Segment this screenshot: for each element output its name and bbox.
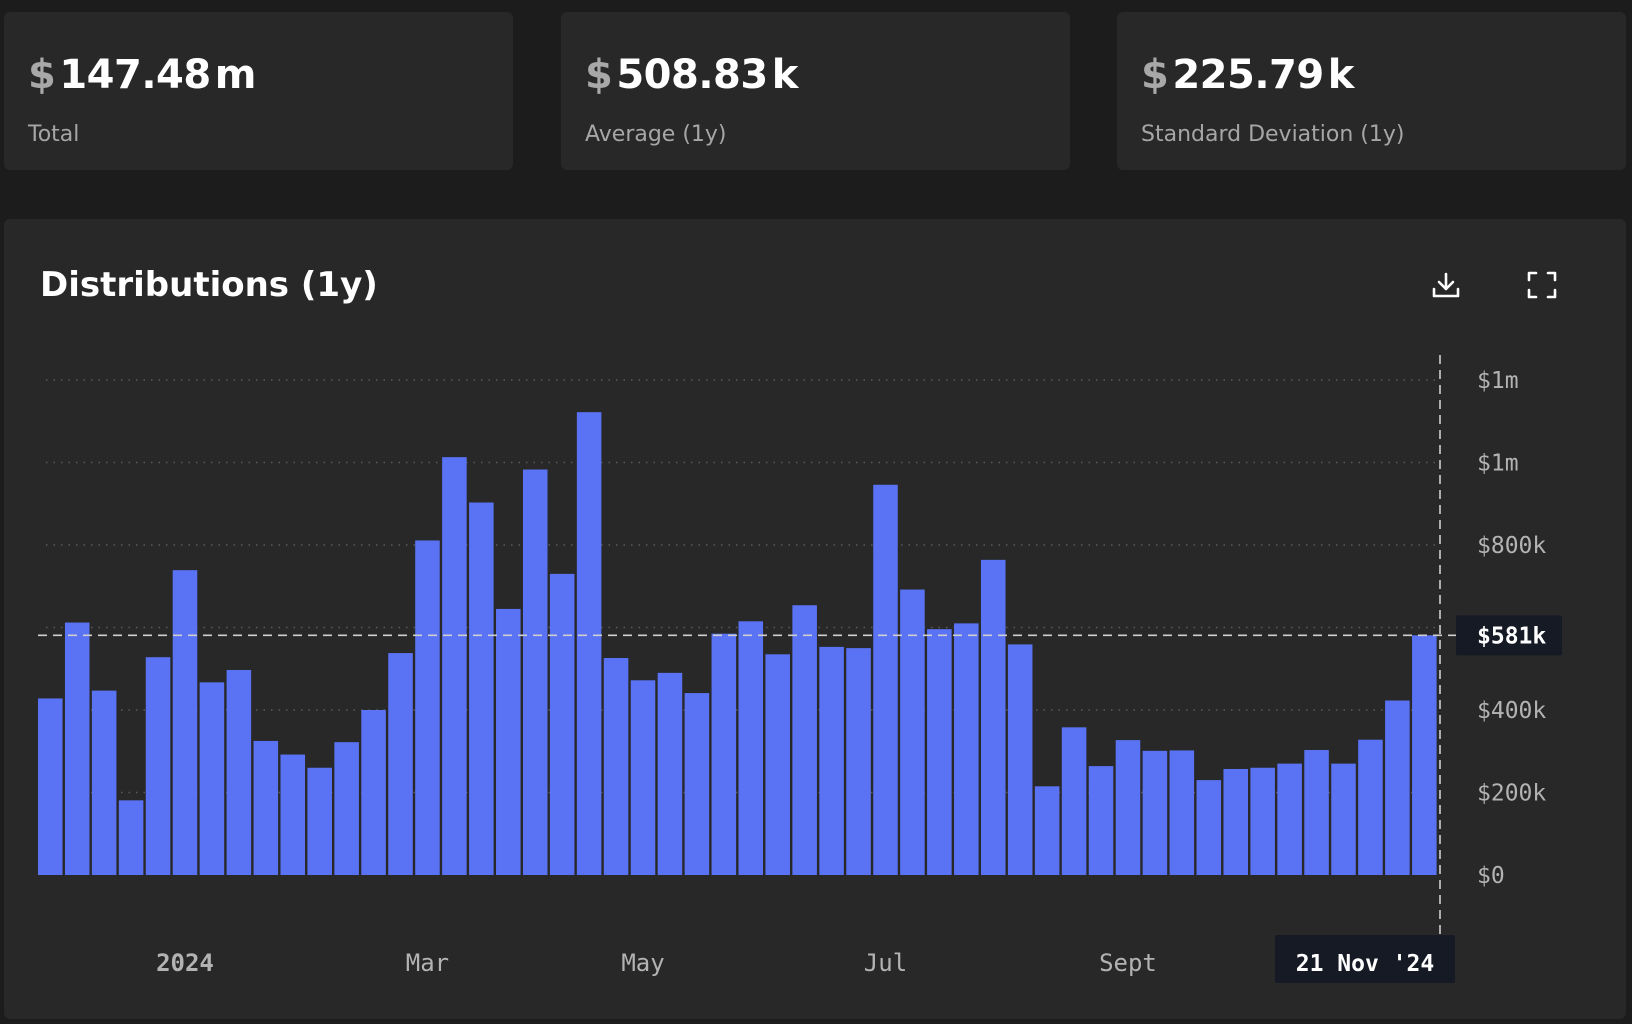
chart-card: Distributions (1y) $0 $200k $400k $800k $1m $… (4, 219, 1626, 1019)
bar (442, 457, 467, 875)
bar (522, 469, 548, 875)
stat-value-average: $508.83 k (585, 52, 798, 98)
bar (657, 672, 683, 875)
bar (792, 605, 817, 875)
x-tick-label: Jul (864, 949, 907, 977)
y-tick-label: $1m (1477, 451, 1519, 477)
y-tick-label: $400k (1477, 698, 1546, 724)
bar (1169, 750, 1195, 875)
bar (280, 754, 306, 875)
bar (954, 623, 979, 875)
bar (388, 653, 413, 875)
y-tick-label: $200k (1477, 781, 1546, 807)
bar (1385, 700, 1410, 875)
bar (576, 412, 602, 875)
fullscreen-icon (1527, 271, 1557, 299)
currency-symbol: $ (28, 52, 56, 98)
y-tick-label: $800k (1477, 533, 1546, 559)
bar (1250, 767, 1275, 875)
bar (118, 800, 144, 875)
distributions-bar-chart: $0 $200k $400k $800k $1m $1m $581k 2024 Mar May Ju… (38, 355, 1562, 983)
bar (91, 690, 117, 875)
stat-card-total: $147.48 m Total (4, 12, 513, 170)
cursor-date-label: 21 Nov '24 (1296, 951, 1434, 977)
bar (1358, 739, 1383, 875)
bar (1331, 763, 1356, 875)
bar (64, 622, 90, 875)
bar (900, 589, 925, 875)
bar (549, 573, 575, 875)
bar (1277, 763, 1302, 875)
x-tick-label: 2024 (156, 949, 214, 977)
stat-label-total: Total (28, 122, 80, 147)
bar (1034, 786, 1060, 875)
bar (415, 540, 440, 875)
bar (711, 633, 737, 875)
bar (738, 621, 764, 875)
bar (1223, 768, 1249, 875)
bar (1412, 635, 1437, 875)
bar (873, 484, 898, 875)
bar (469, 502, 494, 875)
stat-label-average: Average (1y) (585, 122, 727, 147)
fullscreen-button[interactable] (1522, 265, 1562, 305)
bar (226, 669, 252, 875)
cursor-date-label-bg (1275, 935, 1455, 983)
download-button[interactable] (1426, 265, 1466, 305)
bar (630, 680, 656, 875)
bar (361, 710, 386, 875)
bar (846, 648, 871, 875)
bar (1142, 750, 1168, 875)
x-tick-label: Mar (406, 949, 449, 977)
bar (1088, 766, 1114, 875)
bar (980, 559, 1006, 875)
stat-number: 225.79 (1172, 52, 1324, 98)
bar (253, 740, 279, 875)
stat-unit: m (214, 52, 257, 98)
stat-value-std-dev: $225.79 k (1141, 52, 1354, 98)
bar (1196, 780, 1222, 875)
bar (1115, 740, 1141, 875)
currency-symbol: $ (1141, 52, 1169, 98)
bar (172, 570, 198, 875)
bar (334, 742, 359, 875)
stat-unit: k (1327, 52, 1355, 98)
bar (603, 658, 629, 875)
stat-value-total: $147.48 m (28, 52, 256, 98)
stat-card-std-dev: $225.79 k Standard Deviation (1y) (1117, 12, 1626, 170)
chart-title: Distributions (1y) (40, 265, 378, 305)
x-tick-label: Sept (1099, 949, 1157, 977)
stat-number: 147.48 (59, 52, 211, 98)
bar (819, 646, 844, 875)
bar (1061, 727, 1087, 875)
bar (145, 657, 171, 875)
stat-card-average: $508.83 k Average (1y) (561, 12, 1070, 170)
bar (684, 693, 710, 875)
y-tick-label: $0 (1477, 863, 1505, 889)
bar (1304, 750, 1329, 875)
x-tick-label: May (621, 949, 664, 977)
bar (927, 629, 952, 875)
stats-row: $147.48 m Total $508.83 k Average (1y) $22… (0, 0, 1632, 200)
download-icon (1432, 272, 1460, 298)
stat-label-std-dev: Standard Deviation (1y) (1141, 122, 1405, 147)
bar (307, 767, 332, 875)
bar (496, 608, 521, 875)
bar (38, 698, 63, 875)
cursor-value-label: $581k (1477, 623, 1546, 649)
stat-number: 508.83 (616, 52, 768, 98)
stat-unit: k (771, 52, 799, 98)
bar (765, 654, 790, 875)
y-tick-label: $1m (1477, 368, 1519, 394)
bar (1007, 644, 1033, 875)
currency-symbol: $ (585, 52, 613, 98)
bar (199, 682, 225, 875)
cursor-value-label-bg (1456, 615, 1562, 656)
